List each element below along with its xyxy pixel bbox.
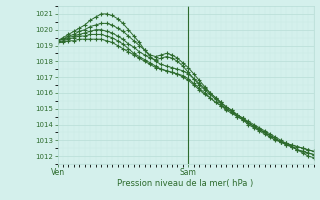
X-axis label: Pression niveau de la mer( hPa ): Pression niveau de la mer( hPa ): [117, 179, 254, 188]
